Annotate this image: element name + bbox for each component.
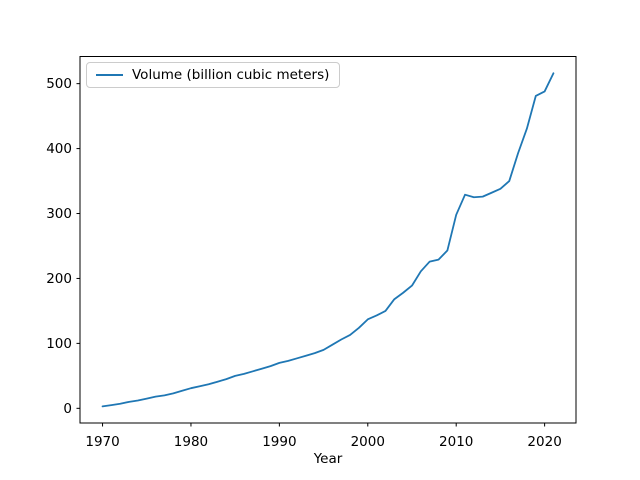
y-tick-label: 400	[46, 141, 72, 157]
x-axis-label: Year	[313, 451, 343, 467]
legend-label: Volume (billion cubic meters)	[132, 67, 330, 83]
y-tick-label: 500	[46, 76, 72, 92]
x-tick-label: 1990	[262, 434, 296, 450]
y-tick-label: 300	[46, 206, 72, 222]
y-tick-label: 200	[46, 271, 72, 287]
y-tick-label: 100	[46, 336, 72, 352]
x-tick-label: 1970	[85, 434, 119, 450]
x-tick-label: 1980	[174, 434, 208, 450]
axes-frame	[79, 56, 577, 424]
x-tick-label: 2000	[351, 434, 385, 450]
legend: Volume (billion cubic meters)	[86, 62, 341, 88]
x-tick-label: 2010	[439, 434, 473, 450]
y-tick-label: 0	[63, 401, 72, 417]
data-line-volume	[101, 72, 555, 408]
x-tick-label: 2020	[527, 434, 561, 450]
legend-line-icon	[96, 74, 123, 76]
